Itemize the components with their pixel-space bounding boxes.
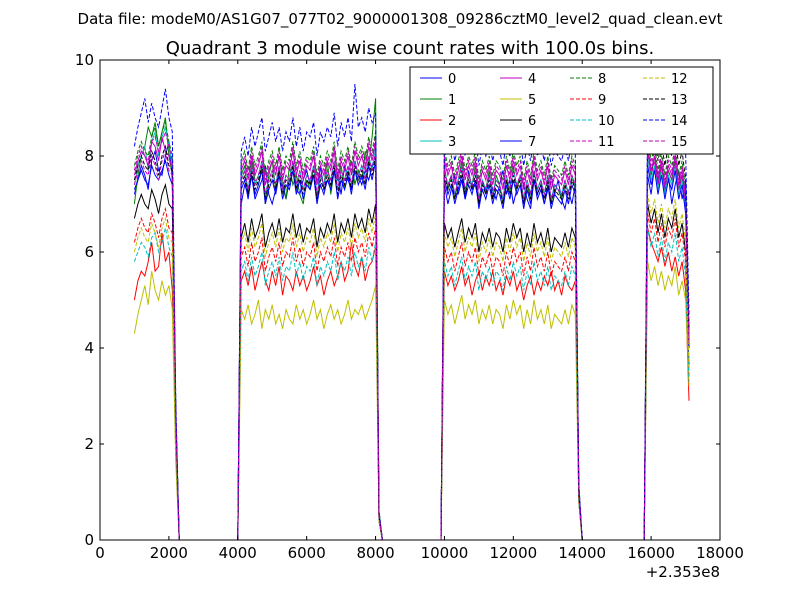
x-tick-label: 16000 [627,544,675,562]
legend-label-5: 5 [528,93,536,108]
series-line-1 [133,98,690,541]
legend-label-7: 7 [528,135,536,150]
x-tick-label: 12000 [489,544,537,562]
y-tick-label: 10 [75,51,94,69]
y-tick-label: 4 [84,339,94,357]
series-line-9 [133,206,690,541]
legend-label-1: 1 [448,93,456,108]
y-tick-label: 6 [84,243,94,261]
legend-label-15: 15 [671,135,688,150]
legend-label-10: 10 [598,114,615,129]
series-line-13 [133,127,690,541]
x-tick-label: 2000 [150,544,188,562]
legend-label-14: 14 [671,114,688,129]
x-tick-label: 0 [95,544,105,562]
y-tick-label: 8 [84,147,94,165]
legend-label-9: 9 [598,93,606,108]
series-line-2 [133,227,690,541]
data-file-label: Data file: modeM0/AS1G07_077T02_90000013… [78,10,723,29]
chart-title: Quadrant 3 module wise count rates with … [166,38,655,59]
axis-ticks: 0 2000 4000 6000 8000 10000 12000 14000 16000 180… [75,51,744,562]
series-line-7 [133,159,690,541]
series-line-6 [133,182,690,541]
x-axis-offset-label: +2.353e8 [646,563,720,581]
x-tick-label: 6000 [288,544,326,562]
series-line-0 [133,141,690,541]
legend-label-11: 11 [598,135,615,150]
x-tick-label: 14000 [558,544,606,562]
series-line-5 [133,261,690,541]
series-line-3 [133,125,690,541]
legend-box [409,66,714,155]
y-tick-label: 2 [84,435,94,453]
series-line-11 [133,130,690,541]
legend-label-13: 13 [671,93,688,108]
x-tick-label: 8000 [356,544,394,562]
legend-label-12: 12 [671,72,688,87]
series-line-8 [133,120,690,541]
series-line-15 [133,149,690,541]
y-tick-label: 0 [84,531,94,549]
x-tick-label: 10000 [421,544,469,562]
legend-label-6: 6 [528,114,536,129]
legend-label-2: 2 [448,114,456,129]
legend-label-4: 4 [528,72,536,87]
series-line-12 [133,194,690,541]
legend-label-3: 3 [448,135,456,150]
series-line-4 [133,136,690,541]
x-tick-label: 18000 [696,544,744,562]
plot-frame [99,59,721,541]
x-tick-label: 4000 [219,544,257,562]
legend-label-0: 0 [448,72,456,87]
legend-label-8: 8 [598,72,606,87]
series-line-10 [133,227,690,541]
